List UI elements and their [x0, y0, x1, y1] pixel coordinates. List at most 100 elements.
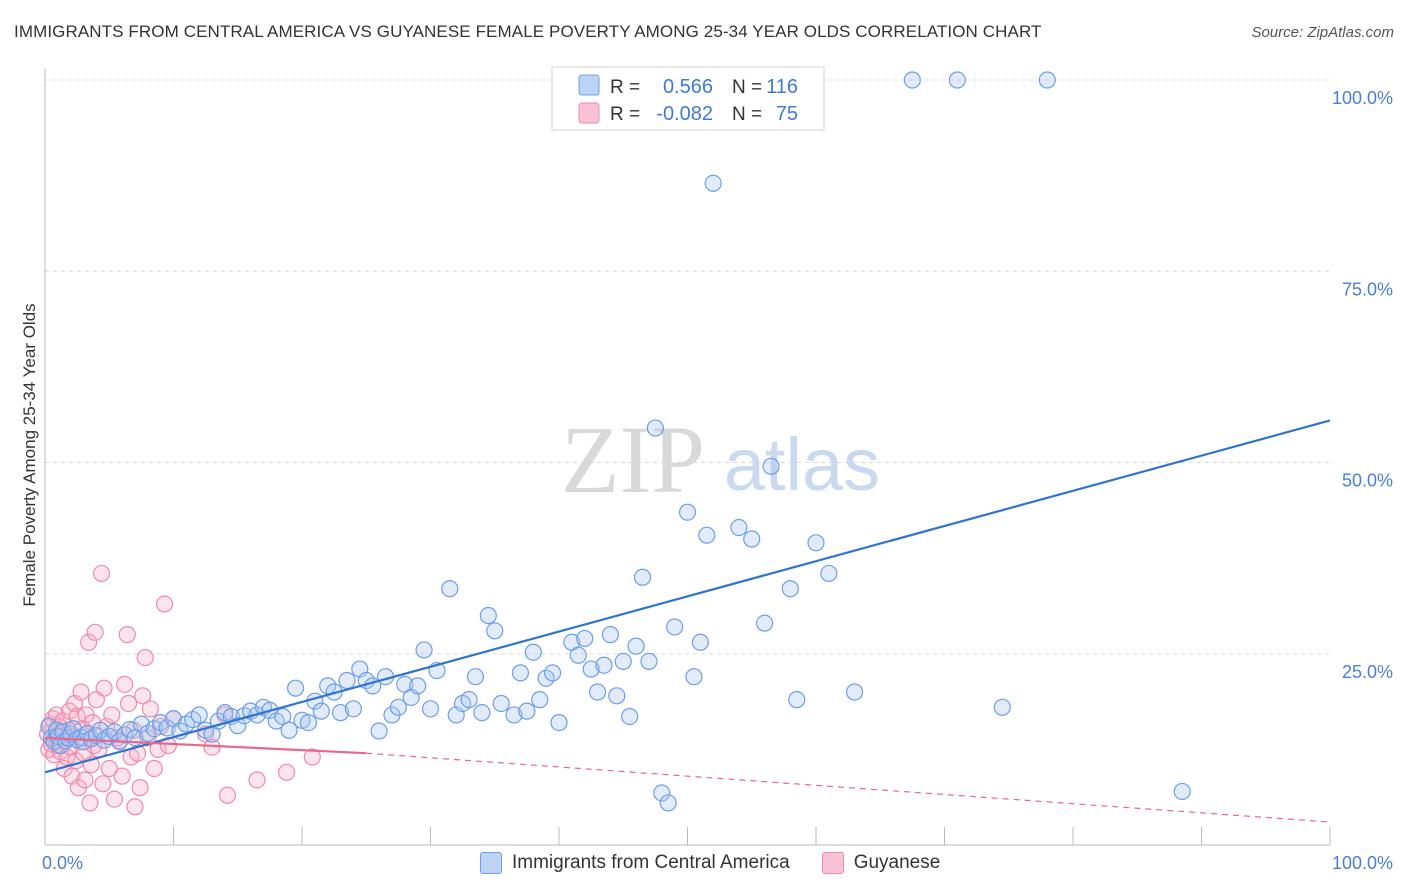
central-america-point	[190, 706, 208, 724]
guyanese-point	[136, 648, 154, 667]
central-america-point	[608, 687, 626, 705]
legend-n-value-1: 116	[766, 76, 798, 98]
central-america-point	[704, 174, 722, 192]
legend-swatch-central-america	[480, 852, 502, 874]
guyanese-point	[86, 623, 104, 641]
central-america-point	[415, 641, 433, 659]
central-america-point	[666, 618, 684, 636]
central-america-point	[730, 518, 748, 537]
guyanese-point	[277, 763, 296, 781]
central-america-point	[421, 700, 440, 718]
trend-lines	[44, 419, 1331, 823]
central-america-point	[698, 526, 716, 544]
watermark-atlas: atlas	[724, 423, 880, 506]
guyanese-point	[92, 564, 111, 583]
chart-title: IMMIGRANTS FROM CENTRAL AMERICA VS GUYAN…	[14, 22, 1042, 41]
legend-item-central-america[interactable]: Immigrants from Central America	[480, 852, 790, 874]
central-america-point	[486, 622, 504, 640]
guyanese-point	[141, 700, 159, 718]
central-america-point	[820, 564, 838, 583]
guyanese-point	[118, 626, 136, 644]
central-america-point	[653, 784, 671, 802]
trend-line-guyanese-extended	[366, 752, 1331, 823]
central-america-point	[993, 698, 1011, 716]
central-america-point	[1038, 71, 1056, 89]
watermark-zip: ZIP	[561, 406, 705, 513]
central-america-point	[678, 503, 697, 521]
legend-r-value-1: 0.566	[663, 76, 713, 98]
central-america-point	[409, 677, 427, 695]
central-america-point	[781, 580, 799, 598]
guyanese-point	[116, 675, 134, 693]
central-america-point	[903, 71, 921, 89]
guyanese-point	[248, 771, 266, 789]
central-america-point	[466, 668, 485, 686]
central-america-point	[344, 700, 362, 718]
central-america-point	[91, 721, 109, 739]
central-america-point	[338, 671, 356, 690]
y-tick-label: 100.0%	[1332, 88, 1393, 108]
legend-r-label-1: R =	[610, 77, 640, 98]
guyanese-point	[155, 595, 174, 613]
y-axis-label: Female Poverty Among 25-34 Year Olds	[20, 303, 39, 606]
central-america-point	[627, 637, 645, 655]
x-tick-label-max: 100.0%	[1332, 853, 1393, 873]
trend-line-central-america	[44, 419, 1331, 774]
legend-n-value-2: 75	[776, 103, 798, 125]
central-america-point	[543, 664, 562, 682]
legend-r-label-2: R =	[610, 104, 640, 125]
central-america-point	[576, 629, 594, 648]
bottom-legend: Immigrants from Central America Guyanese	[480, 852, 972, 874]
central-america-point	[659, 794, 677, 812]
central-america-point	[691, 633, 709, 651]
central-america-point	[588, 683, 607, 701]
legend-swatch-blue	[578, 74, 600, 96]
guyanese-point	[126, 798, 144, 816]
correlation-legend: R = 0.566 N = 116 R = -0.082 N = 75	[551, 66, 825, 131]
central-america-point	[640, 652, 658, 671]
y-tick-label: 25.0%	[1342, 662, 1393, 682]
legend-n-label-1: N =	[732, 77, 762, 98]
central-america-point	[621, 707, 639, 726]
central-america-point	[569, 646, 587, 664]
legend-r-value-2: -0.082	[656, 103, 713, 125]
legend-item-guyanese[interactable]: Guyanese	[821, 852, 940, 874]
guyanese-point	[113, 767, 131, 785]
legend-swatch-pink	[578, 102, 600, 124]
central-america-point	[524, 643, 542, 661]
central-america-point	[646, 419, 664, 437]
central-america-point	[550, 713, 568, 732]
guyanese-point	[80, 633, 98, 651]
legend-n-label-2: N =	[732, 104, 762, 125]
legend-swatch-guyanese	[821, 852, 844, 874]
trend-line-guyanese	[44, 736, 367, 755]
central-america-point	[755, 614, 774, 632]
central-america-point	[473, 704, 491, 722]
series-central-america-points	[40, 71, 1191, 812]
series-guyanese-points	[38, 564, 321, 816]
guyanese-point	[95, 679, 113, 697]
guyanese-point	[81, 794, 99, 812]
central-america-point	[132, 715, 150, 733]
central-america-point	[845, 683, 864, 701]
central-america-point	[158, 719, 176, 737]
central-america-point	[518, 702, 536, 720]
central-america-point	[286, 679, 305, 697]
central-america-point	[274, 707, 292, 726]
central-america-point	[492, 694, 510, 713]
central-america-point	[331, 704, 350, 722]
central-america-point	[948, 71, 966, 89]
central-america-point	[389, 698, 407, 716]
y-tick-label: 75.0%	[1342, 279, 1393, 299]
guyanese-point	[105, 790, 123, 808]
central-america-point	[312, 702, 330, 720]
central-america-point	[441, 580, 459, 598]
guyanese-point	[119, 694, 138, 713]
guyanese-point	[94, 775, 112, 793]
central-america-point	[299, 713, 318, 732]
central-america-point	[788, 691, 806, 709]
source-credit: Source: ZipAtlas.com	[1251, 24, 1394, 41]
central-america-point	[145, 720, 163, 738]
central-america-point	[370, 722, 388, 740]
